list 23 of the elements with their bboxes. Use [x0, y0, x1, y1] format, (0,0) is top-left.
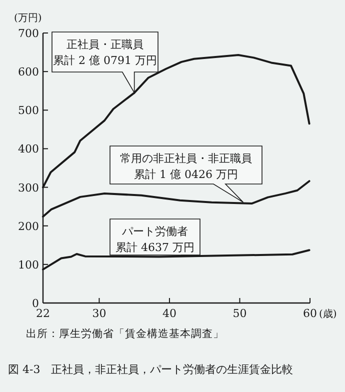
y-tick-label: 100: [18, 258, 39, 272]
y-tick-label: 500: [18, 104, 39, 118]
x-tick-label: 22: [36, 307, 50, 320]
text: 図 4-3 正社員，非正社員，パート労働者の生涯賃金比較: [8, 363, 294, 376]
x-axis-title: (歳): [319, 308, 337, 320]
y-tick-label: 200: [18, 220, 39, 233]
y-tick-label: 700: [18, 27, 39, 40]
series-label: パート労働者: [121, 225, 188, 238]
y-axis-title: (万円): [14, 13, 42, 24]
x-tick-label: 40: [162, 307, 176, 320]
text: 常用の非正社員・非正職員: [120, 152, 252, 165]
text: 正社員・正職員: [66, 38, 144, 51]
y-tick-label: 0: [32, 297, 39, 310]
annotation: 累計 2 億 0791 万円: [53, 54, 157, 67]
y-tick-label: 400: [18, 142, 39, 156]
y-tick-label: 600: [18, 66, 39, 79]
annotation: 累計 1 億 0426 万円: [134, 168, 238, 181]
x-tick-label: 30: [92, 307, 106, 320]
x-tick-label: 50: [232, 307, 247, 320]
annotation: 累計 4637 万円: [116, 241, 194, 254]
y-tick-label: 300: [18, 181, 39, 194]
x-tick-label: 60: [303, 307, 317, 320]
text: 出所：厚生労働省「賃金構造基本調査」: [26, 327, 224, 340]
